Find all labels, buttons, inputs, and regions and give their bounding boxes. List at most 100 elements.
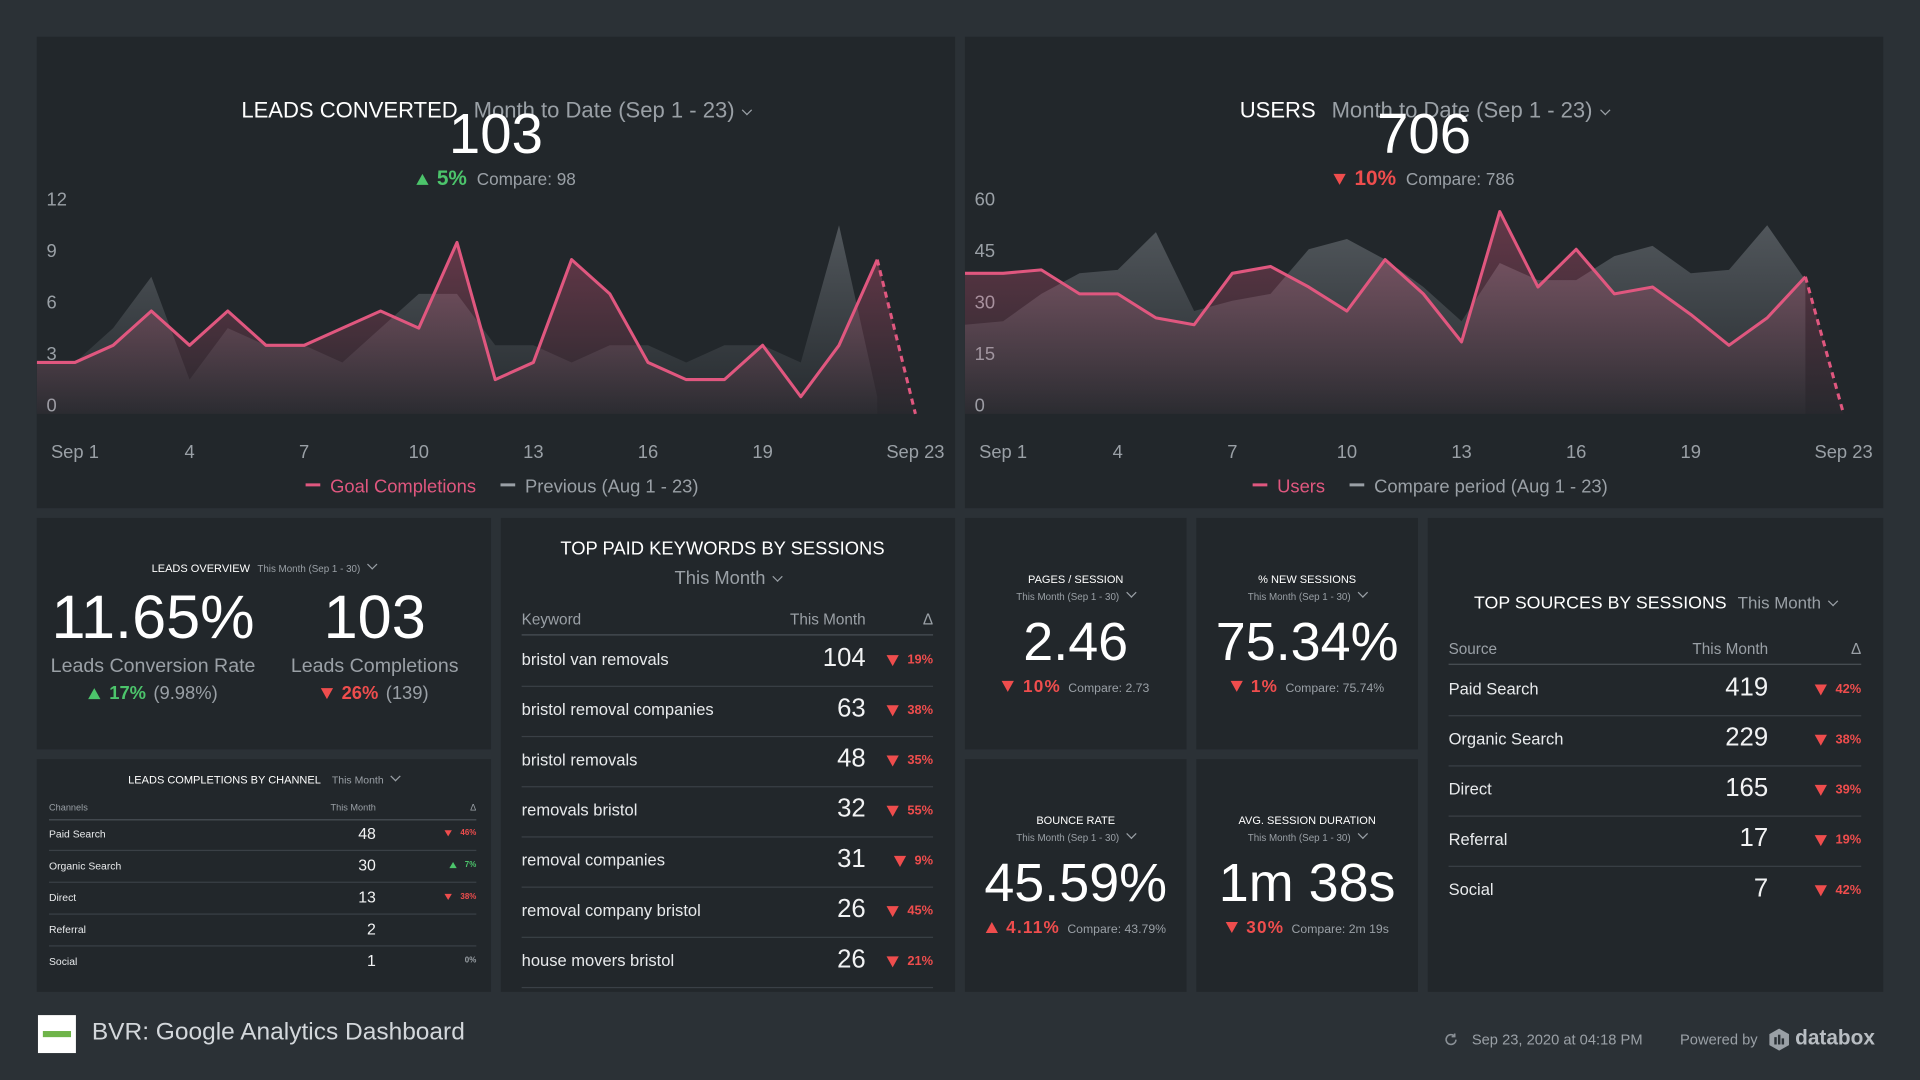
row-value: 165 (1725, 773, 1769, 803)
row-label: Paid Search (1448, 679, 1539, 698)
row-divider (48, 913, 477, 915)
change-value: 1% (1250, 675, 1279, 696)
change-value: 30% (1246, 917, 1285, 937)
trend-arrow (444, 894, 452, 901)
row-change: 38% (886, 703, 933, 718)
widget-header: TOP SOURCES BY SESSIONS This Month (1428, 594, 1884, 613)
x-tick-label: 7 (1227, 441, 1237, 462)
row-divider (521, 785, 934, 787)
line (964, 210, 1807, 347)
metric-value: 11.65% (51, 582, 255, 652)
change-value: 17% (109, 683, 147, 705)
row-divider (521, 735, 934, 737)
row-value: 13 (358, 887, 376, 907)
change-value: 0% (464, 956, 477, 966)
row-divider (521, 835, 934, 837)
headline-value: 706 (1377, 101, 1472, 166)
header-divider (1448, 663, 1862, 665)
change-value: 4.11% (1006, 917, 1060, 937)
widget-title: BOUNCE RATE (1036, 814, 1116, 827)
column-header: Δ (470, 802, 477, 814)
x-tick-label: 4 (1113, 441, 1123, 462)
change-row: 10% Compare: 786 (965, 167, 1883, 191)
dropdown-arrow (1828, 596, 1839, 607)
trend-arrow (1225, 922, 1238, 934)
row-label: Social (1448, 880, 1494, 899)
period-row: This Month (Sep 1 - 30) (965, 828, 1187, 844)
column-header: Keyword (521, 611, 582, 629)
row-label: Referral (1448, 830, 1508, 849)
change-row: 4.11% Compare: 43.79% (965, 917, 1187, 937)
row-divider (1448, 764, 1862, 766)
row-divider (521, 885, 934, 888)
row-value: 2 (367, 919, 376, 938)
row-divider (48, 849, 477, 852)
change-value: 46% (460, 829, 477, 839)
period-selector[interactable]: Month to Date (Sep 1 - 23) (1331, 97, 1593, 123)
compare: Compare: 98 (476, 168, 576, 189)
x-tick-label: Sep 23 (1814, 441, 1872, 462)
metric-label: Leads Completions (290, 656, 459, 678)
y-tick-label: 60 (975, 189, 995, 210)
dropdown-arrow (1357, 828, 1369, 840)
x-tick-label: Sep 1 (51, 441, 99, 462)
brand-name[interactable]: databox (1795, 1026, 1875, 1050)
legend: Users Compare period (Aug 1 - 23) (1252, 475, 1608, 496)
change-value: 19% (907, 652, 934, 668)
logo-mark (42, 1031, 72, 1038)
row-value: 7 (1753, 874, 1769, 903)
row-change: 42% (1814, 682, 1862, 698)
x-tick-label: Sep 23 (886, 441, 944, 462)
change: 5% (416, 167, 467, 191)
change-value: 5% (436, 166, 467, 190)
row-value: 104 (822, 644, 866, 673)
column-header: This Month (789, 611, 866, 629)
period-row: This Month (Sep 1 - 30) (1196, 828, 1418, 844)
row-label: removal companies (521, 850, 665, 870)
row-divider (48, 945, 477, 947)
period-selector[interactable]: Month to Date (Sep 1 - 23) (473, 97, 735, 123)
trend-arrow (886, 654, 899, 666)
period-selector: This Month (Sep 1 - 30) (1247, 832, 1351, 844)
trend-arrow (448, 862, 457, 869)
updated-time: Sep 23, 2020 at 04:18 PM (1471, 1031, 1643, 1049)
row-value: 30 (358, 855, 376, 875)
trend-arrow (1002, 680, 1015, 692)
widget-title: AVG. SESSION DURATION (1238, 814, 1376, 827)
period-row: This Month (501, 568, 955, 589)
dropdown-arrow (1126, 587, 1137, 598)
x-tick-label: 19 (752, 441, 772, 462)
x-tick-label: 16 (638, 441, 658, 462)
row-divider (521, 685, 934, 687)
change-value: 42% (1835, 682, 1862, 698)
row-label: bristol removal companies (521, 700, 714, 719)
y-tick-label: 3 (47, 343, 57, 364)
widget-header: LEADS COMPLETIONS BY CHANNEL This Month (37, 771, 491, 786)
widget-header: USERS Month to Date (Sep 1 - 23) (965, 98, 1883, 124)
row-change: 0% (465, 957, 477, 966)
change-value: 38% (460, 893, 477, 902)
change-value: 10% (1022, 675, 1061, 696)
compare: Compare: 786 (1405, 168, 1515, 189)
trend-arrow (88, 688, 101, 700)
change-row: 1% Compare: 75.74% (1196, 676, 1418, 696)
widget-header: LEADS CONVERTED Month to Date (Sep 1 - 23… (37, 98, 955, 124)
trend-arrow (1814, 834, 1827, 846)
dropdown-arrow (390, 771, 402, 782)
y-tick-label: 6 (47, 292, 57, 313)
row-divider (521, 986, 934, 988)
trend-arrow (1814, 734, 1827, 746)
metric-change: 17% (9.98%) (37, 683, 337, 704)
change-value: 26% (341, 683, 379, 705)
row-value: 229 (1725, 723, 1769, 752)
change-value: 39% (1835, 782, 1862, 798)
kpi-widget: AVG. SESSION DURATION This Month (Sep 1 -… (1196, 759, 1418, 992)
trend-arrow (893, 855, 906, 867)
period-row: This Month (Sep 1 - 30) (1196, 587, 1418, 602)
row-value: 26 (837, 895, 866, 924)
trend-arrow (886, 955, 899, 968)
